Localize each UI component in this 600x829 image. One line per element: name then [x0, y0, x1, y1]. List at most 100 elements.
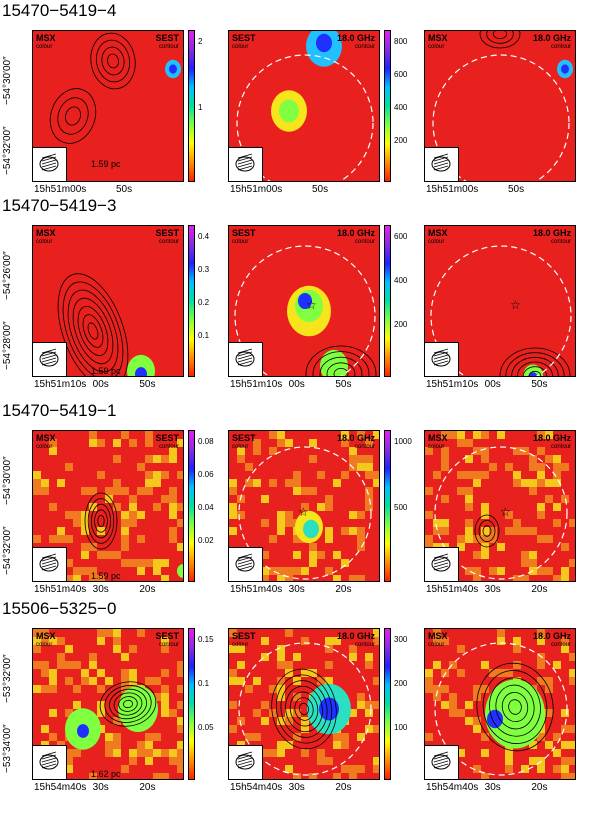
left-label: MSX: [428, 631, 448, 641]
right-sublabel: contour: [158, 44, 179, 50]
x-tick-label: 20s: [531, 584, 548, 595]
colorbar-tick-label: 0.05: [198, 723, 214, 732]
left-label: SEST: [232, 228, 256, 238]
colorbar-2: [384, 30, 391, 182]
x-tick-label: 00s: [484, 379, 501, 390]
right-label: 18.0 GHz: [532, 33, 571, 43]
right-sublabel: contour: [158, 642, 179, 648]
right-label: 18.0 GHz: [532, 631, 571, 641]
y-tick-label: −54°26′00″: [2, 251, 13, 300]
x-tick-label: 20s: [531, 782, 548, 793]
x-tick-label: 50s: [139, 379, 156, 390]
colorbar-tick-label: 0.1: [198, 331, 210, 340]
right-sublabel: contour: [550, 642, 571, 648]
left-sublabel: colour: [232, 642, 249, 648]
left-label: SEST: [232, 631, 256, 641]
right-label: SEST: [155, 631, 179, 641]
colorbar-tick-label: 200: [394, 136, 408, 145]
colorbar-tick-label: 0.2: [198, 298, 210, 307]
beam-ellipse-icon: [229, 342, 263, 376]
colorbar-tick-label: 500: [394, 503, 408, 512]
left-sublabel: colour: [36, 444, 53, 450]
x-tick-label: 15h51m40s: [426, 584, 479, 595]
beam-ellipse-icon: [33, 547, 67, 581]
left-sublabel: colour: [36, 642, 53, 648]
colorbar-tick-label: 200: [394, 320, 408, 329]
row-title: 15470−5419−1: [2, 401, 117, 420]
colorbar-tick-label: 400: [394, 103, 408, 112]
scale-bar-label: 1.59 pc: [91, 366, 121, 376]
x-tick-label: 15h51m10s: [34, 379, 87, 390]
left-sublabel: colour: [232, 239, 249, 245]
colorbar-1: [188, 430, 195, 582]
colorbar-tick-label: 600: [394, 70, 408, 79]
left-sublabel: colour: [232, 444, 249, 450]
beam-ellipse-icon: [229, 147, 263, 181]
map-panel-3-0: MSX colour SEST contour 1.62 pc: [32, 628, 184, 780]
colorbar-2: [384, 628, 391, 780]
y-tick-label: −54°28′00″: [2, 321, 13, 370]
scale-bar-label: 1.59 pc: [91, 159, 121, 169]
colorbar-tick-label: 1: [198, 103, 203, 112]
x-tick-label: 50s: [116, 184, 133, 195]
left-label: MSX: [36, 228, 56, 238]
left-sublabel: colour: [428, 44, 445, 50]
row-title: 15506−5325−0: [2, 599, 117, 618]
x-tick-label: 15h51m00s: [230, 184, 283, 195]
left-label: MSX: [36, 33, 56, 43]
x-tick-label: 20s: [139, 584, 156, 595]
right-sublabel: contour: [550, 44, 571, 50]
right-label: 18.0 GHz: [532, 433, 571, 443]
map-panel-2-1: ☆ SEST colour 18.0 GHz contour: [228, 430, 380, 582]
beam-ellipse-icon: [33, 147, 67, 181]
x-tick-label: 20s: [139, 782, 156, 793]
colorbar-tick-label: 0.08: [198, 437, 214, 446]
left-sublabel: colour: [36, 239, 53, 245]
x-tick-label: 50s: [335, 379, 352, 390]
colorbar-tick-label: 0.15: [198, 635, 214, 644]
row-title: 15470−5419−4: [2, 1, 117, 20]
right-label: 18.0 GHz: [336, 228, 375, 238]
map-image: [49, 32, 181, 144]
map-panel-0-0: MSX colour SEST contour 1.59 pc: [32, 30, 184, 182]
map-image: [236, 31, 374, 181]
x-tick-label: 30s: [92, 782, 109, 793]
colorbar-tick-label: 1000: [394, 437, 412, 446]
x-tick-label: 20s: [335, 782, 352, 793]
right-label: 18.0 GHz: [336, 33, 375, 43]
x-tick-label: 15h54m40s: [426, 782, 479, 793]
map-image: [425, 629, 575, 779]
y-tick-label: −54°30′00″: [2, 456, 13, 505]
left-sublabel: colour: [232, 44, 249, 50]
left-label: SEST: [232, 433, 256, 443]
colorbar-tick-label: 0.06: [198, 470, 214, 479]
map-panel-3-2: MSX colour 18.0 GHz contour: [424, 628, 576, 780]
map-panel-2-2: ☆ MSX colour 18.0 GHz contour: [424, 430, 576, 582]
right-sublabel: contour: [354, 239, 375, 245]
left-label: MSX: [428, 33, 448, 43]
right-label: SEST: [155, 33, 179, 43]
colorbar-1: [188, 628, 195, 780]
x-tick-label: 15h51m10s: [230, 379, 283, 390]
right-sublabel: contour: [158, 444, 179, 450]
scale-bar-label: 1.62 pc: [91, 769, 121, 779]
right-sublabel: contour: [354, 642, 375, 648]
beam-ellipse-icon: [425, 547, 459, 581]
colorbar-1: [188, 225, 195, 377]
beam-ellipse-icon: [33, 745, 67, 779]
left-label: MSX: [36, 433, 56, 443]
colorbar-tick-label: 300: [394, 635, 408, 644]
colorbar-tick-label: 400: [394, 276, 408, 285]
map-image: [57, 273, 155, 376]
map-panel-0-2: MSX colour 18.0 GHz contour: [424, 30, 576, 182]
colorbar-2: [384, 430, 391, 582]
x-tick-label: 15h51m00s: [34, 184, 87, 195]
star-marker-icon: ☆: [510, 298, 521, 312]
x-tick-label: 15h54m40s: [34, 782, 87, 793]
right-label: 18.0 GHz: [336, 433, 375, 443]
colorbar-tick-label: 600: [394, 232, 408, 241]
beam-ellipse-icon: [425, 342, 459, 376]
map-panel-2-0: MSX colour SEST contour 1.59 pc: [32, 430, 184, 582]
x-tick-label: 30s: [288, 782, 305, 793]
x-tick-label: 50s: [312, 184, 329, 195]
